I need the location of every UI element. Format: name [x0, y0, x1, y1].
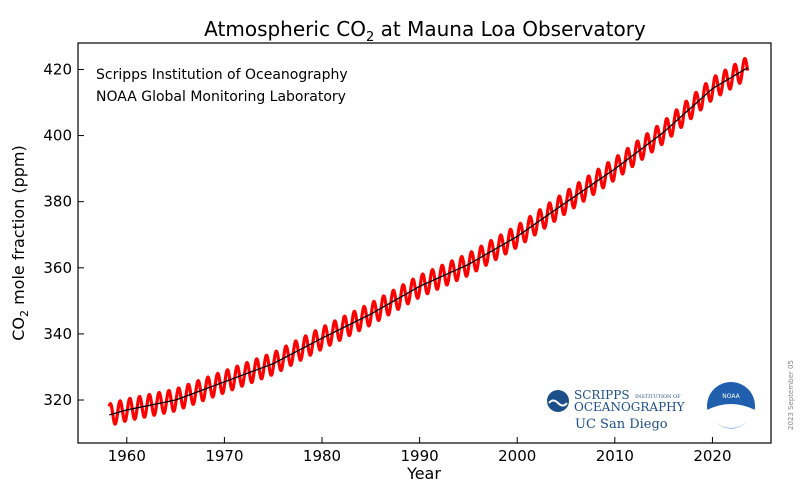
x-tick-label: 2020 [693, 447, 731, 465]
y-tick-label: 340 [43, 325, 72, 343]
x-tick-label: 1980 [303, 447, 341, 465]
y-tick-label: 360 [43, 259, 72, 277]
y-axis-ticks: 320 340 360 380 400 420 [43, 60, 84, 409]
svg-text:NOAA: NOAA [722, 393, 740, 400]
scripps-wave-icon [548, 399, 568, 407]
x-tick-label: 1970 [205, 447, 243, 465]
x-tick-label: 2000 [498, 447, 536, 465]
y-axis-label: CO2 mole fraction (ppm) [9, 145, 31, 341]
date-stamp: 2023 September 05 [787, 360, 795, 430]
svg-text:INSTITUTION OF: INSTITUTION OF [635, 394, 681, 400]
trend-co2-line [109, 67, 748, 416]
svg-text:SCRIPPS: SCRIPPS [574, 388, 630, 402]
x-axis-ticks: 1960 1970 1980 1990 2000 2010 2020 [108, 437, 732, 465]
annotation-scripps: Scripps Institution of Oceanography [96, 67, 348, 83]
svg-text:OCEANOGRAPHY: OCEANOGRAPHY [574, 400, 686, 414]
annotation-noaa: NOAA Global Monitoring Laboratory [96, 89, 346, 105]
chart-title: Atmospheric CO2 at Mauna Loa Observatory [204, 17, 646, 45]
x-tick-label: 2010 [596, 447, 634, 465]
y-tick-label: 320 [43, 391, 72, 409]
y-tick-label: 420 [43, 60, 72, 78]
ucsd-logo: UC San Diego [575, 417, 668, 432]
plot-frame [77, 42, 772, 444]
y-tick-label: 380 [43, 193, 72, 211]
monthly-co2-line [107, 56, 750, 426]
x-tick-label: 1990 [401, 447, 439, 465]
scripps-logo: SCRIPPS INSTITUTION OF OCEANOGRAPHY UC S… [547, 388, 686, 432]
noaa-logo: NOAA [707, 382, 755, 436]
y-tick-label: 400 [43, 127, 72, 145]
scripps-globe-icon [547, 390, 569, 412]
x-tick-label: 1960 [108, 447, 146, 465]
x-axis-label: Year [406, 464, 441, 483]
